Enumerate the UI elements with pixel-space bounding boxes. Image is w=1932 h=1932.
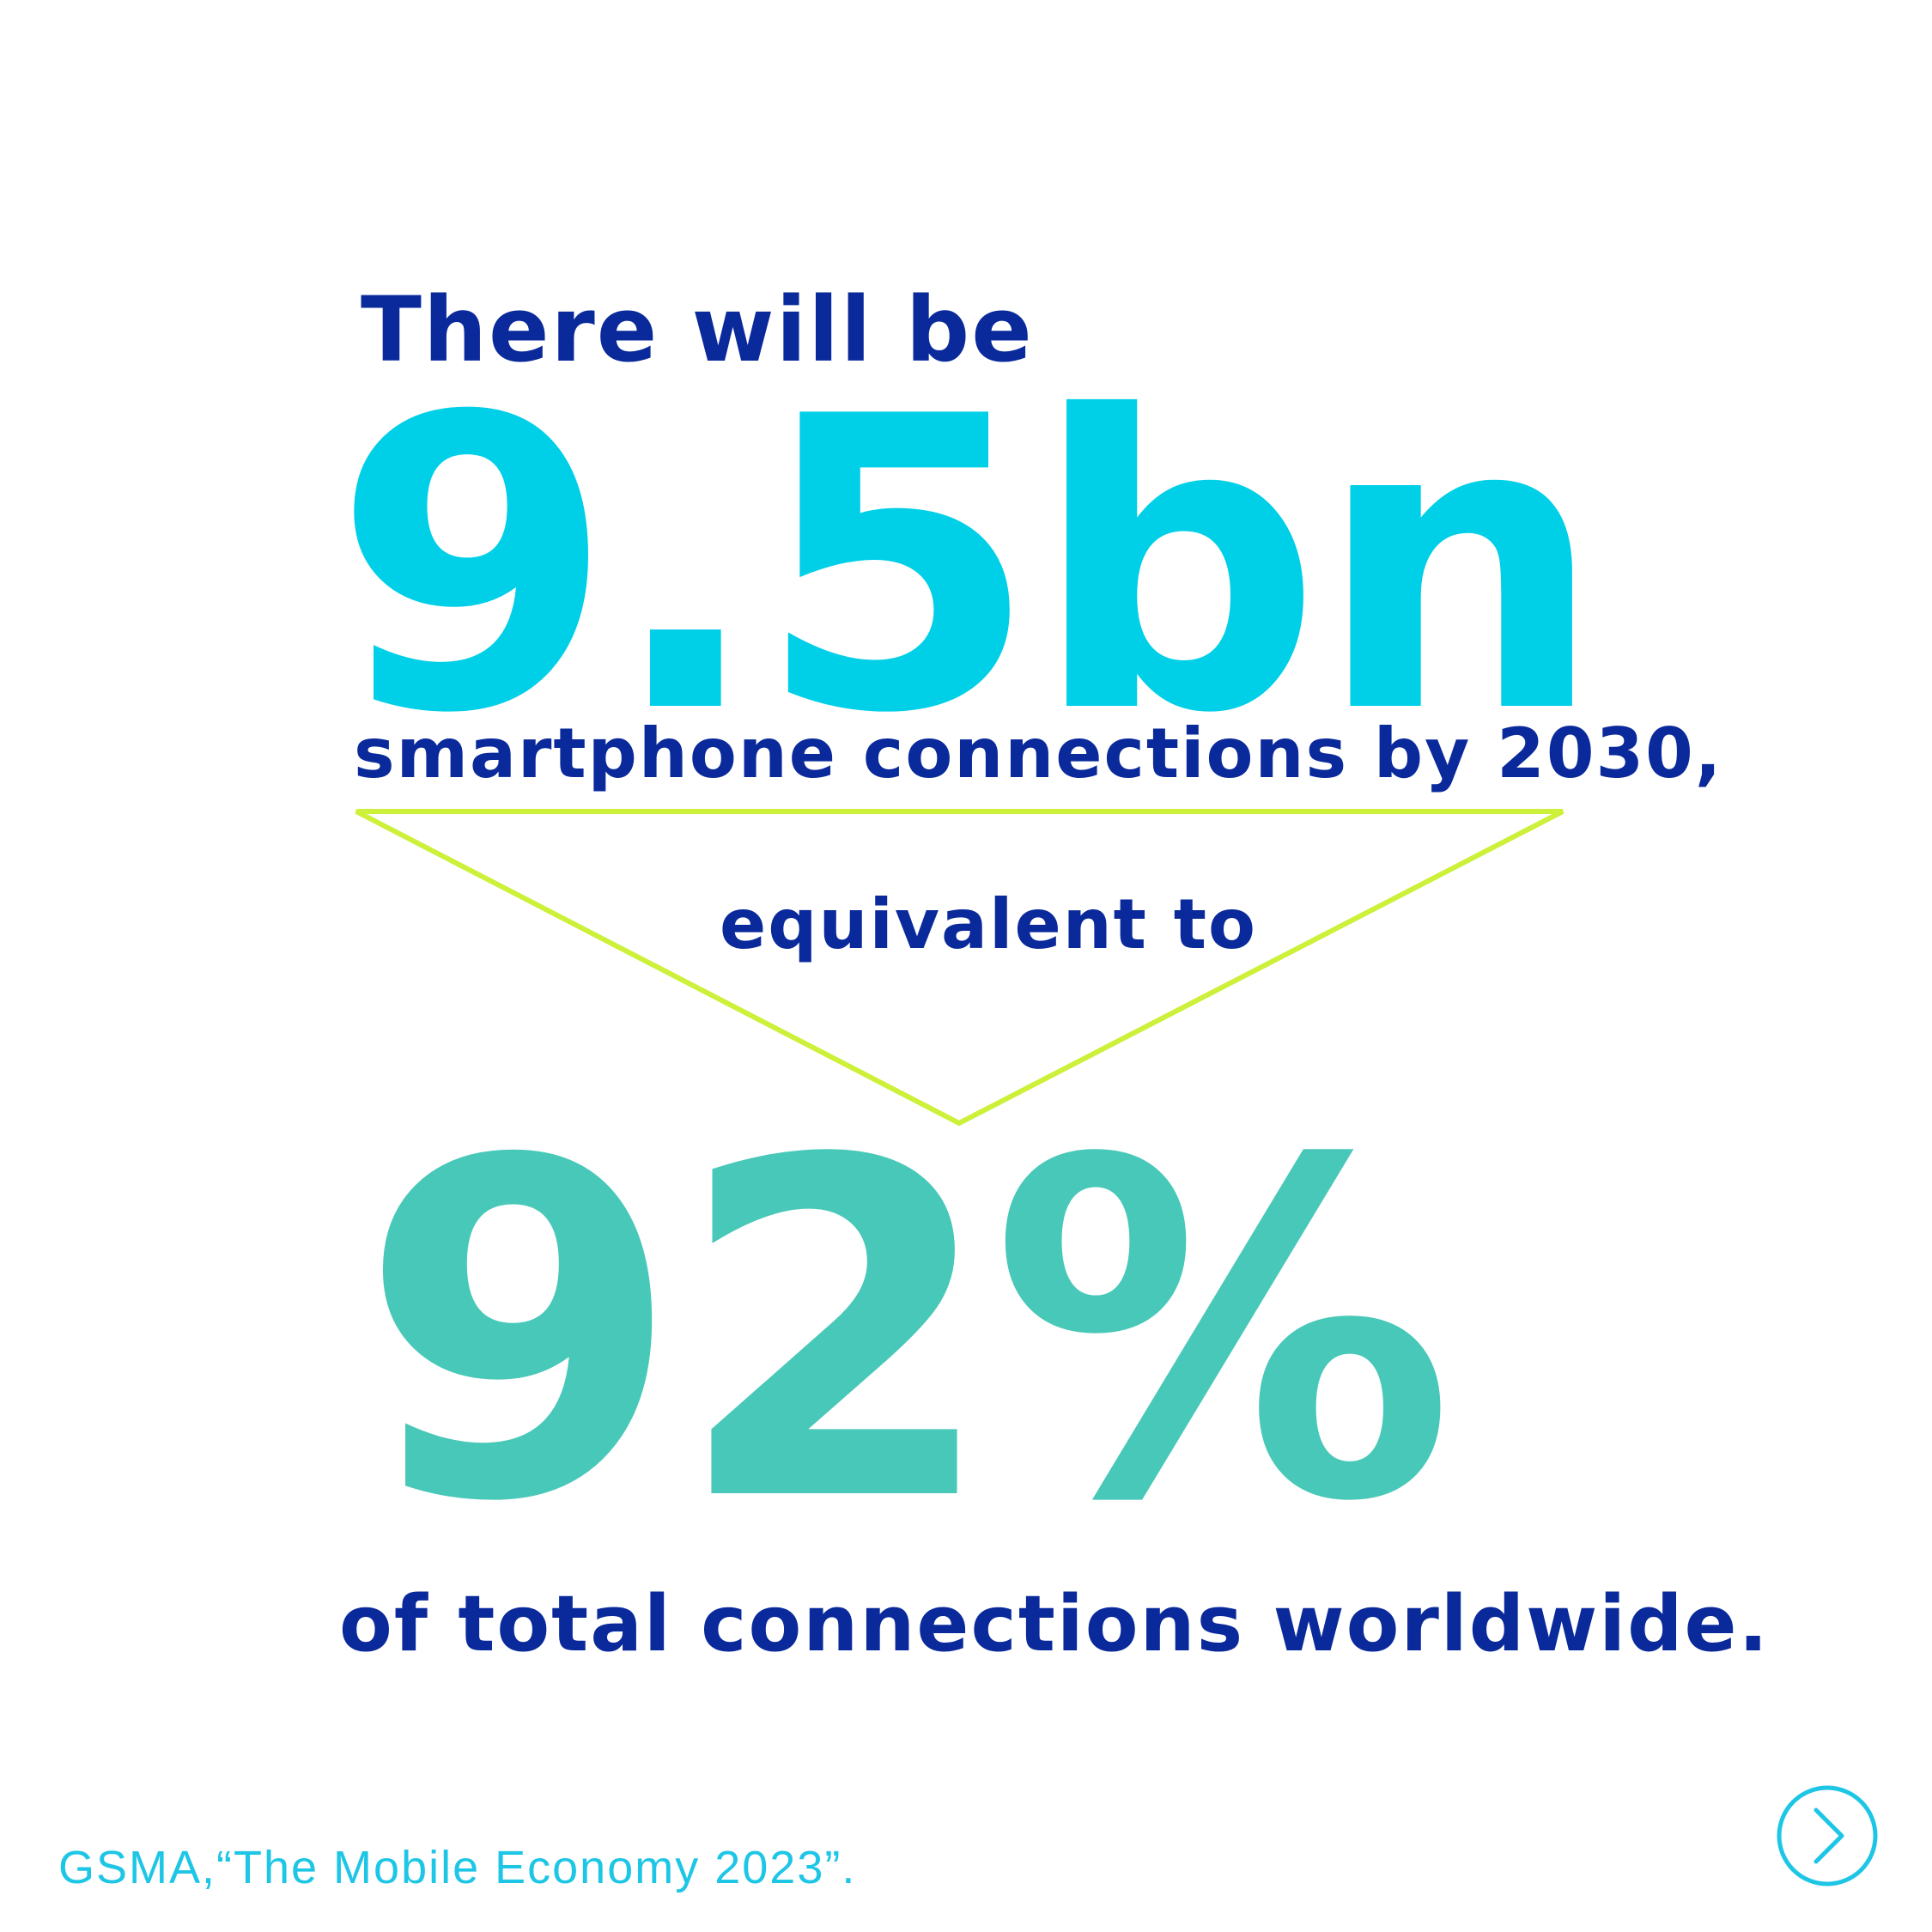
big-number: 9.5bn <box>333 331 1604 801</box>
intro-text: There will be <box>361 277 1034 382</box>
big-percent: 92% <box>359 1064 1455 1603</box>
subtitle-smartphone-connections: smartphone connections by 2030, <box>354 714 1723 793</box>
next-button[interactable] <box>1776 1784 1879 1887</box>
chevron-right-circle-icon <box>1777 1785 1878 1886</box>
source-citation: GSMA,“The Mobile Economy 2023”. <box>58 1842 857 1893</box>
subtitle-total-connections: of total connections worldwide. <box>339 1579 1770 1669</box>
subtitle-equivalent-to: equivalent to <box>720 884 1257 964</box>
